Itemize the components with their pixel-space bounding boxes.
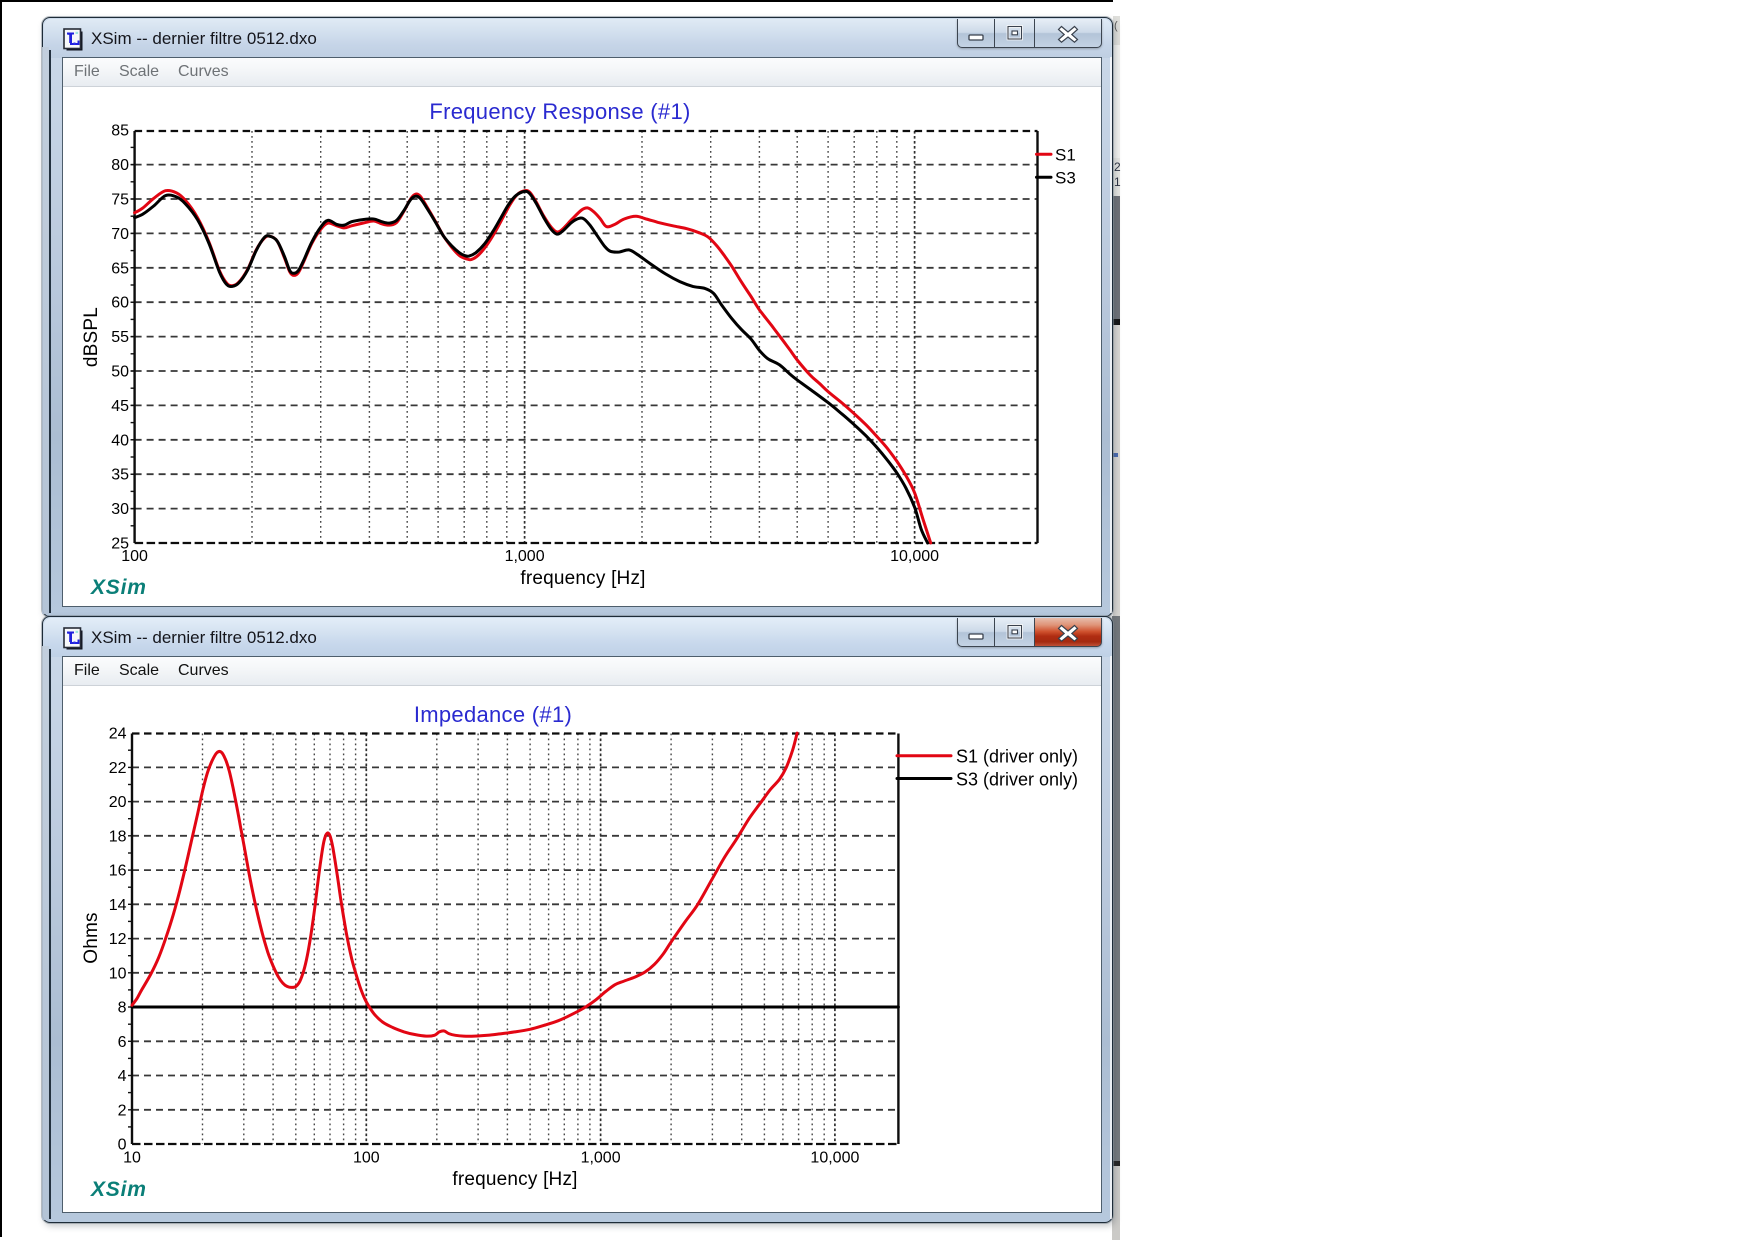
svg-text:1,000: 1,000 (505, 548, 545, 565)
svg-text:35: 35 (111, 467, 129, 484)
svg-text:100: 100 (353, 1150, 380, 1167)
svg-text:XSim: XSim (90, 576, 147, 599)
svg-text:frequency [Hz]: frequency [Hz] (452, 1169, 577, 1190)
svg-text:S3 (driver only): S3 (driver only) (956, 770, 1078, 790)
svg-text:85: 85 (111, 123, 129, 140)
svg-text:2: 2 (118, 1102, 127, 1119)
svg-text:S1 (driver only): S1 (driver only) (956, 747, 1078, 767)
svg-text:16: 16 (109, 863, 127, 880)
svg-text:10,000: 10,000 (890, 548, 939, 565)
svg-text:0: 0 (118, 1137, 127, 1154)
svg-text:dBSPL: dBSPL (81, 307, 102, 367)
svg-text:45: 45 (111, 398, 129, 415)
svg-text:22: 22 (109, 760, 127, 777)
svg-text:70: 70 (111, 226, 129, 243)
svg-text:80: 80 (111, 157, 129, 174)
svg-text:10: 10 (123, 1150, 141, 1167)
svg-text:4: 4 (118, 1068, 127, 1085)
svg-text:XSim: XSim (90, 1178, 147, 1201)
svg-text:12: 12 (109, 931, 127, 948)
svg-text:75: 75 (111, 192, 129, 209)
svg-text:10: 10 (109, 965, 127, 982)
svg-text:30: 30 (111, 501, 129, 518)
svg-text:24: 24 (109, 726, 127, 743)
svg-text:6: 6 (118, 1034, 127, 1051)
svg-text:Ohms: Ohms (81, 912, 102, 963)
svg-text:20: 20 (109, 794, 127, 811)
svg-text:40: 40 (111, 432, 129, 449)
svg-text:65: 65 (111, 260, 129, 277)
svg-text:1,000: 1,000 (581, 1150, 621, 1167)
svg-text:55: 55 (111, 329, 129, 346)
svg-text:50: 50 (111, 364, 129, 381)
svg-text:Impedance (#1): Impedance (#1) (414, 702, 572, 727)
svg-text:14: 14 (109, 897, 127, 914)
svg-text:Frequency Response (#1): Frequency Response (#1) (429, 99, 690, 124)
svg-text:8: 8 (118, 1000, 127, 1017)
svg-text:100: 100 (121, 548, 148, 565)
svg-text:60: 60 (111, 295, 129, 312)
svg-text:frequency [Hz]: frequency [Hz] (520, 568, 645, 589)
svg-text:25: 25 (111, 536, 129, 553)
svg-text:S1: S1 (1055, 146, 1076, 165)
svg-text:10,000: 10,000 (810, 1150, 859, 1167)
svg-text:18: 18 (109, 828, 127, 845)
svg-text:S3: S3 (1055, 169, 1076, 188)
